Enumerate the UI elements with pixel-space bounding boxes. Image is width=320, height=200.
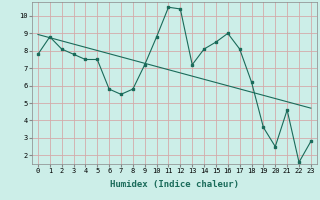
X-axis label: Humidex (Indice chaleur): Humidex (Indice chaleur) [110,180,239,189]
